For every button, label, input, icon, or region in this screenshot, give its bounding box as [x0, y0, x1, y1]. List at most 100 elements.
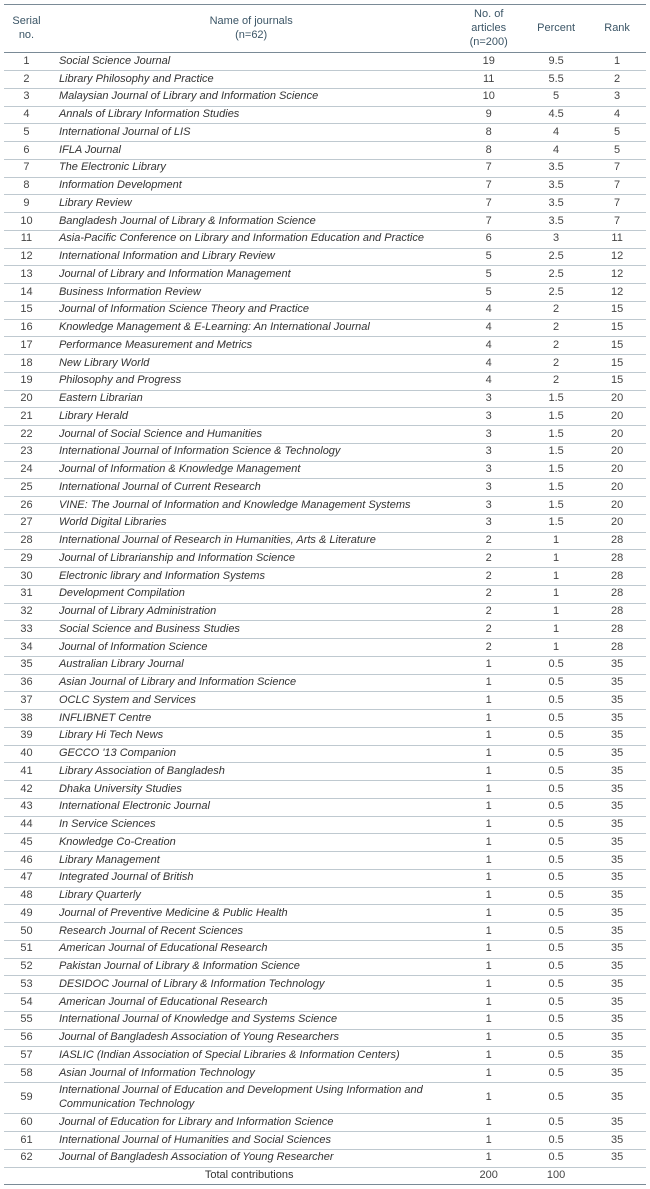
cell-articles: 7 — [453, 213, 524, 231]
cell-name: International Journal of Research in Hum… — [49, 532, 453, 550]
table-row: 6IFLA Journal845 — [4, 142, 646, 160]
cell-rank: 7 — [588, 195, 646, 213]
cell-serial: 32 — [4, 603, 49, 621]
cell-articles: 3 — [453, 497, 524, 515]
cell-articles: 3 — [453, 443, 524, 461]
table-body: 1Social Science Journal199.512Library Ph… — [4, 53, 646, 1185]
cell-rank: 35 — [588, 1114, 646, 1132]
cell-articles: 1 — [453, 745, 524, 763]
cell-percent: 9.5 — [524, 53, 588, 71]
cell-percent: 0.5 — [524, 958, 588, 976]
cell-serial: 45 — [4, 834, 49, 852]
cell-percent: 1 — [524, 639, 588, 657]
cell-rank: 15 — [588, 372, 646, 390]
cell-name: Eastern Librarian — [49, 390, 453, 408]
cell-serial: 22 — [4, 426, 49, 444]
cell-name: In Service Sciences — [49, 816, 453, 834]
cell-articles: 1 — [453, 852, 524, 870]
cell-rank: 7 — [588, 213, 646, 231]
cell-percent: 1.5 — [524, 426, 588, 444]
cell-percent: 3.5 — [524, 213, 588, 231]
cell-percent: 2 — [524, 372, 588, 390]
cell-articles: 2 — [453, 621, 524, 639]
cell-rank: 35 — [588, 1011, 646, 1029]
cell-serial: 8 — [4, 177, 49, 195]
cell-rank: 35 — [588, 1065, 646, 1083]
cell-rank: 5 — [588, 142, 646, 160]
cell-rank: 15 — [588, 337, 646, 355]
cell-serial: 19 — [4, 372, 49, 390]
cell-name: International Information and Library Re… — [49, 248, 453, 266]
table-row: 23International Journal of Information S… — [4, 443, 646, 461]
cell-serial: 39 — [4, 727, 49, 745]
cell-serial: 47 — [4, 869, 49, 887]
cell-name: Library Philosophy and Practice — [49, 71, 453, 89]
header-articles-line2: (n=200) — [470, 36, 508, 48]
cell-name: Philosophy and Progress — [49, 372, 453, 390]
cell-serial: 28 — [4, 532, 49, 550]
cell-name: Asian Journal of Library and Information… — [49, 674, 453, 692]
table-row: 42Dhaka University Studies10.535 — [4, 781, 646, 799]
cell-percent: 1.5 — [524, 497, 588, 515]
header-percent: Percent — [524, 5, 588, 53]
table-row: 7The Electronic Library73.57 — [4, 159, 646, 177]
table-row: 41Library Association of Bangladesh10.53… — [4, 763, 646, 781]
cell-percent: 1 — [524, 603, 588, 621]
cell-rank: 35 — [588, 834, 646, 852]
cell-serial: 2 — [4, 71, 49, 89]
cell-articles: 1 — [453, 958, 524, 976]
cell-serial: 17 — [4, 337, 49, 355]
cell-rank: 35 — [588, 745, 646, 763]
cell-name: Annals of Library Information Studies — [49, 106, 453, 124]
cell-name: Social Science Journal — [49, 53, 453, 71]
cell-articles: 3 — [453, 390, 524, 408]
cell-serial: 55 — [4, 1011, 49, 1029]
cell-percent: 1.5 — [524, 514, 588, 532]
cell-name: Library Association of Bangladesh — [49, 763, 453, 781]
cell-serial: 26 — [4, 497, 49, 515]
table-row: 43International Electronic Journal10.535 — [4, 798, 646, 816]
cell-rank: 28 — [588, 621, 646, 639]
cell-rank: 35 — [588, 958, 646, 976]
cell-percent: 0.5 — [524, 1114, 588, 1132]
cell-serial: 6 — [4, 142, 49, 160]
cell-rank: 28 — [588, 603, 646, 621]
table-row: 46Library Management10.535 — [4, 852, 646, 870]
cell-rank: 28 — [588, 585, 646, 603]
cell-name: Library Review — [49, 195, 453, 213]
cell-serial: 20 — [4, 390, 49, 408]
cell-articles: 2 — [453, 585, 524, 603]
table-row: 15Journal of Information Science Theory … — [4, 301, 646, 319]
cell-percent: 0.5 — [524, 976, 588, 994]
cell-percent: 4 — [524, 124, 588, 142]
cell-percent: 2 — [524, 355, 588, 373]
cell-rank: 35 — [588, 656, 646, 674]
table-row: 18New Library World4215 — [4, 355, 646, 373]
cell-articles: 4 — [453, 301, 524, 319]
table-row: 28International Journal of Research in H… — [4, 532, 646, 550]
cell-articles: 1 — [453, 816, 524, 834]
cell-name: American Journal of Educational Research — [49, 940, 453, 958]
cell-serial: 31 — [4, 585, 49, 603]
cell-rank: 35 — [588, 994, 646, 1012]
cell-name: Journal of Education for Library and Inf… — [49, 1114, 453, 1132]
cell-name: Australian Library Journal — [49, 656, 453, 674]
table-row: 1Social Science Journal199.51 — [4, 53, 646, 71]
cell-rank: 35 — [588, 674, 646, 692]
cell-serial: 44 — [4, 816, 49, 834]
cell-serial: 35 — [4, 656, 49, 674]
cell-serial: 54 — [4, 994, 49, 1012]
cell-name: International Journal of Current Researc… — [49, 479, 453, 497]
cell-rank: 20 — [588, 426, 646, 444]
cell-name: Library Management — [49, 852, 453, 870]
cell-articles: 1 — [453, 727, 524, 745]
cell-articles: 1 — [453, 887, 524, 905]
cell-articles: 1 — [453, 994, 524, 1012]
cell-articles: 9 — [453, 106, 524, 124]
table-row: 59International Journal of Education and… — [4, 1082, 646, 1114]
cell-rank: 35 — [588, 1029, 646, 1047]
table-row: 17Performance Measurement and Metrics421… — [4, 337, 646, 355]
cell-rank: 20 — [588, 479, 646, 497]
cell-articles: 2 — [453, 568, 524, 586]
header-serial: Serial no. — [4, 5, 49, 53]
